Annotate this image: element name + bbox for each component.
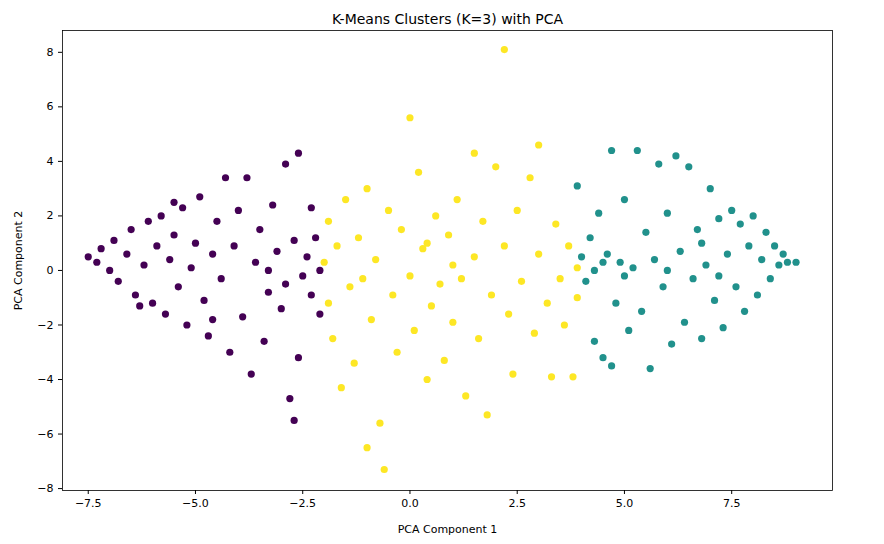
svg-text:−4: −4 — [37, 373, 53, 386]
svg-text:−5.0: −5.0 — [182, 497, 209, 510]
svg-text:−7.5: −7.5 — [75, 497, 102, 510]
svg-text:2.5: 2.5 — [508, 497, 526, 510]
svg-text:−2.5: −2.5 — [289, 497, 316, 510]
svg-text:0.0: 0.0 — [401, 497, 419, 510]
svg-text:8: 8 — [47, 46, 54, 59]
svg-text:−8: −8 — [37, 482, 53, 495]
svg-text:4: 4 — [47, 155, 54, 168]
svg-text:PCA Component 1: PCA Component 1 — [398, 523, 498, 536]
svg-text:5.0: 5.0 — [616, 497, 634, 510]
svg-text:2: 2 — [47, 209, 54, 222]
svg-text:7.5: 7.5 — [723, 497, 741, 510]
svg-text:6: 6 — [47, 100, 54, 113]
svg-text:−2: −2 — [37, 319, 53, 332]
svg-text:−6: −6 — [37, 428, 53, 441]
svg-text:0: 0 — [47, 264, 54, 277]
svg-text:K-Means Clusters (K=3) with PC: K-Means Clusters (K=3) with PCA — [332, 11, 564, 27]
svg-text:PCA Component 2: PCA Component 2 — [12, 211, 25, 311]
